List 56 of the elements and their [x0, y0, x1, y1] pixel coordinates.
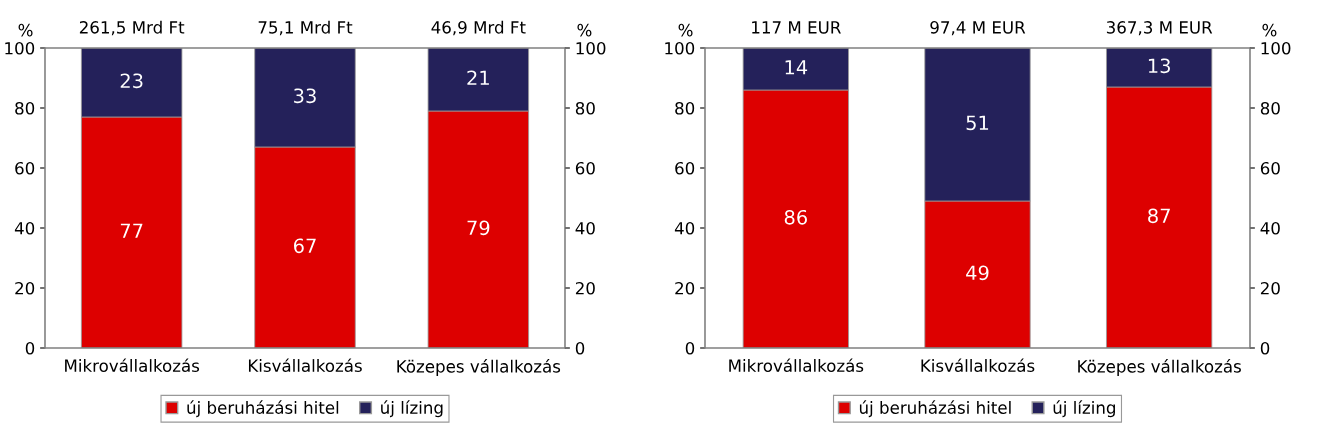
y-axis-title: %	[18, 23, 33, 37]
data-label: 21	[467, 70, 489, 85]
y2-tick-label: 100	[1261, 41, 1291, 55]
y-tick-label: 60	[15, 161, 35, 175]
y-tick-label: 20	[15, 281, 35, 295]
x-tick-label: Kisvállalkozás	[921, 358, 1035, 373]
annotation: 117 M EUR	[752, 21, 841, 34]
data-label: 33	[294, 88, 316, 104]
y-tick-label: 80	[15, 101, 35, 115]
y2-tick-label: 60	[575, 161, 595, 175]
x-tick-label: Mikrovállalkozás	[65, 358, 200, 373]
y2-tick-label: 20	[575, 281, 595, 295]
data-label: 77	[120, 223, 143, 238]
legend-label: új lízing	[1053, 400, 1115, 418]
y2-tick-label: 0	[1260, 341, 1270, 355]
y2-tick-label: 0	[575, 341, 585, 355]
x-tick-label: Mikrovállalkozás	[729, 358, 864, 373]
y-tick-label: 20	[675, 281, 695, 295]
y-tick-label: 60	[675, 161, 695, 175]
data-label: 14	[785, 60, 808, 75]
x-tick-label: Kisvállalkozás	[248, 358, 362, 373]
legend-label: új beruházási hitel	[859, 400, 1011, 418]
x-tick-label: Közepes vállalkozás	[397, 359, 561, 376]
x-tick-label: Közepes vállalkozás	[1078, 359, 1241, 376]
y-tick-label: 80	[675, 101, 695, 115]
y2-tick-label: 80	[1260, 101, 1280, 115]
y-tick-label: 40	[674, 221, 695, 235]
y-tick-label: 0	[25, 341, 35, 355]
y2-tick-label: 40	[1260, 221, 1280, 235]
y-tick-label: 100	[665, 41, 695, 55]
annotation: 97,4 M EUR	[930, 21, 1026, 36]
data-label: 49	[966, 265, 989, 281]
data-label: 13	[1148, 58, 1170, 74]
y2-tick-label: 40	[575, 221, 595, 235]
y-tick-label: 0	[685, 341, 695, 355]
y2-tick-label: 20	[1260, 281, 1280, 295]
annotation: 46,9 Mrd Ft	[431, 20, 526, 36]
data-label: 87	[1148, 208, 1170, 224]
y-tick-label: 100	[5, 41, 35, 55]
y-axis-title: %	[678, 23, 693, 37]
y2-tick-label: 100	[576, 41, 606, 55]
data-label: 67	[293, 238, 316, 254]
annotation: 367,3 M EUR	[1106, 21, 1213, 36]
annotation: 75,1 Mrd Ft	[258, 20, 353, 36]
y2-tick-label: 60	[1260, 161, 1280, 175]
data-label: 86	[784, 209, 807, 225]
legend-label: új beruházási hitel	[187, 400, 339, 418]
y-tick-label: 40	[14, 221, 35, 235]
data-label: 23	[120, 73, 143, 89]
data-label: 51	[966, 115, 989, 131]
legend-label: új lízing	[381, 400, 443, 418]
data-label: 79	[467, 220, 490, 236]
y2-axis-title: %	[1262, 23, 1277, 37]
annotation: 261,5 Mrd Ft	[79, 20, 185, 36]
y2-axis-title: %	[577, 23, 592, 37]
y2-tick-label: 80	[575, 101, 595, 115]
